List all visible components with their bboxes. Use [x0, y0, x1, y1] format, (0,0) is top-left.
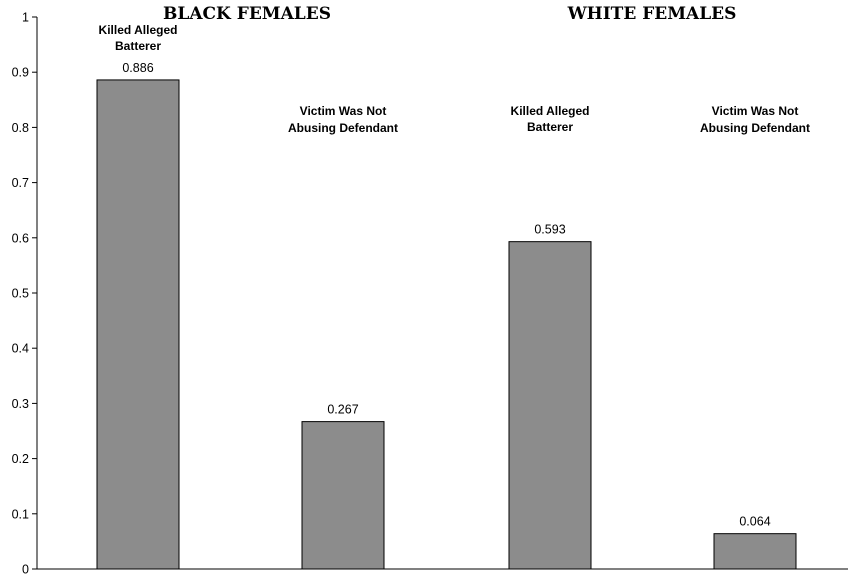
data-label: 0.593 [534, 223, 565, 237]
y-tick-label: 1 [22, 11, 29, 25]
bars [96, 79, 797, 570]
y-tick-label: 0.2 [12, 452, 29, 466]
y-tick-label: 0.5 [12, 287, 29, 301]
bar [301, 421, 385, 570]
bar [508, 241, 592, 570]
bar [96, 79, 180, 570]
bar [713, 533, 797, 570]
group-titles: BLACK FEMALES WHITE FEMALES [163, 4, 736, 24]
y-tick-label: 0.6 [12, 231, 29, 245]
y-tick-label: 0.9 [12, 66, 29, 80]
y-tick-label: 0.1 [12, 507, 29, 521]
category-label: Killed Alleged [99, 23, 178, 37]
category-label: Victim Was Not [712, 104, 799, 118]
data-label: 0.886 [122, 61, 153, 75]
data-label: 0.267 [327, 403, 358, 417]
category-label: Victim Was Not [300, 104, 387, 118]
y-tick-label: 0.8 [12, 121, 29, 135]
labels: 0.886 Killed Alleged Batterer 0.267 Victim W… [99, 23, 810, 529]
group-title: BLACK FEMALES [163, 4, 331, 24]
y-axis: 0 0.1 0.2 0.3 0.4 0.5 0.6 0.7 0.8 0.9 1 [12, 11, 38, 574]
y-tick-label: 0 [22, 563, 29, 574]
y-tick-label: 0.4 [12, 342, 29, 356]
data-label: 0.064 [739, 515, 770, 529]
y-tick-label: 0.3 [12, 397, 29, 411]
category-label: Abusing Defendant [288, 121, 398, 135]
category-label: Batterer [115, 39, 161, 53]
category-label: Batterer [527, 120, 573, 134]
group-title: WHITE FEMALES [567, 4, 737, 24]
y-tick-label: 0.7 [12, 176, 29, 190]
category-label: Abusing Defendant [700, 121, 810, 135]
category-label: Killed Alleged [511, 104, 590, 118]
